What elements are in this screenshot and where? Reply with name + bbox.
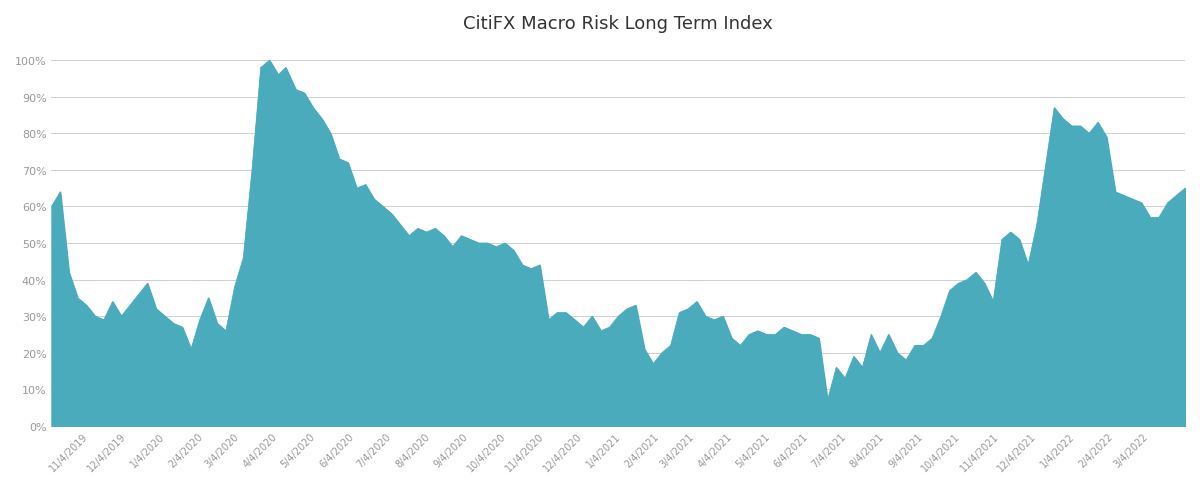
Title: CitiFX Macro Risk Long Term Index: CitiFX Macro Risk Long Term Index [463,15,773,33]
